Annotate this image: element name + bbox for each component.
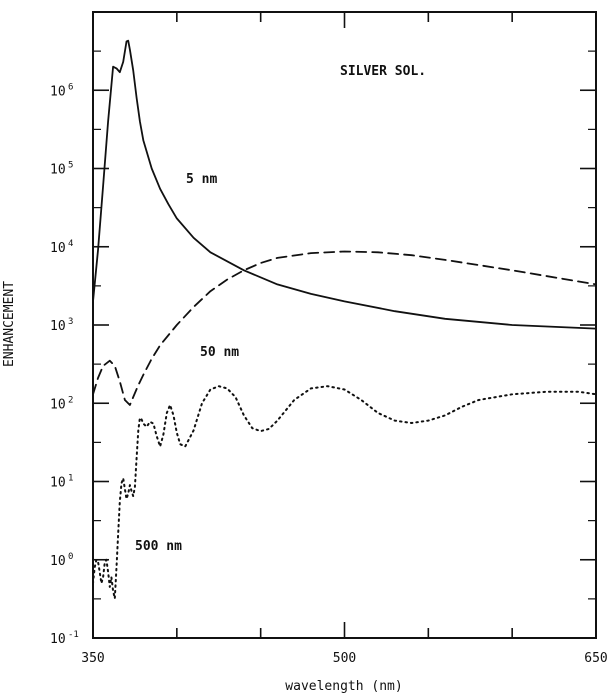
y-tick-label: 10 bbox=[50, 554, 66, 569]
y-tick-exponent: 6 bbox=[68, 82, 73, 92]
y-tick-exponent: 1 bbox=[68, 474, 73, 484]
y-tick-exponent: 5 bbox=[68, 161, 73, 171]
x-tick-label: 650 bbox=[584, 651, 607, 666]
annotation-50nm: 50 nm bbox=[200, 345, 239, 360]
y-tick-label: 10 bbox=[50, 163, 66, 178]
y-tick-label: 10 bbox=[50, 84, 66, 99]
annotation-5nm: 5 nm bbox=[186, 172, 217, 187]
y-tick-exponent: -1 bbox=[68, 630, 79, 640]
x-tick-label: 350 bbox=[81, 651, 104, 666]
y-tick-exponent: 4 bbox=[68, 239, 73, 249]
annotation-silver-sol: SILVER SOL. bbox=[340, 64, 426, 79]
y-tick-exponent: 2 bbox=[68, 395, 73, 405]
series-line-500-nm bbox=[92, 385, 597, 600]
y-tick-exponent: 0 bbox=[68, 552, 73, 562]
y-tick-label: 10 bbox=[50, 397, 66, 412]
y-axis-title: ENHANCEMENT bbox=[2, 281, 17, 367]
axis-ticks bbox=[92, 11, 597, 639]
y-tick-label: 10 bbox=[50, 476, 66, 491]
x-axis-title: wavelength (nm) bbox=[285, 679, 402, 693]
series-layer bbox=[92, 39, 597, 600]
y-tick-exponent: 3 bbox=[68, 317, 73, 327]
x-tick-label: 500 bbox=[333, 651, 356, 666]
y-tick-label: 10 bbox=[50, 319, 66, 334]
annotation-500nm: 500 nm bbox=[135, 539, 182, 554]
series-line-5-nm bbox=[92, 39, 597, 330]
series-line-50-nm bbox=[92, 250, 597, 406]
y-tick-label: 10 bbox=[50, 632, 66, 647]
y-tick-label: 10 bbox=[50, 241, 66, 256]
x-tick-labels: 350 500 650 bbox=[81, 651, 607, 666]
